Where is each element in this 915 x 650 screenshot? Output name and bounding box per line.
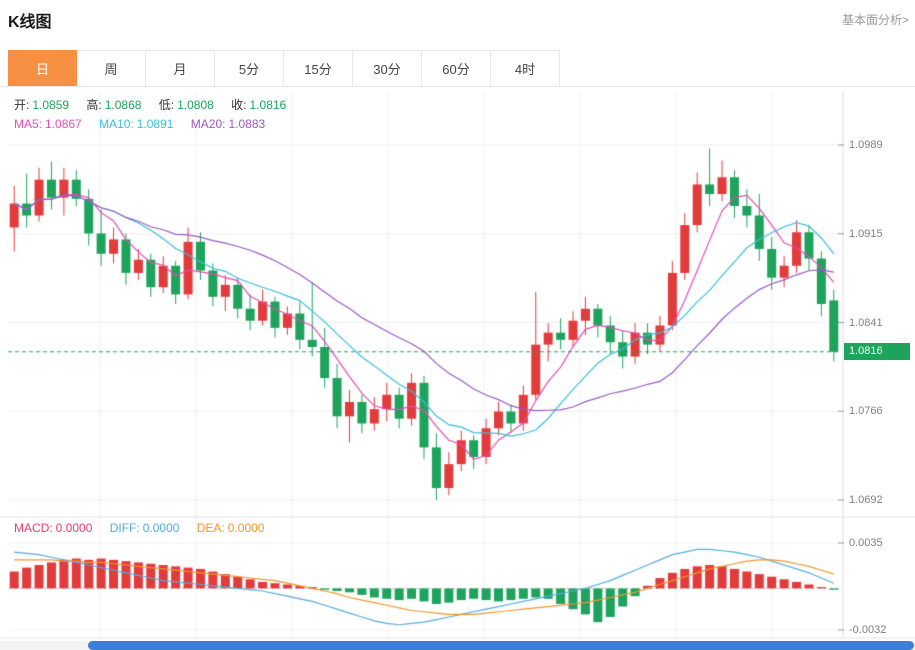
diff-label: DIFF:	[109, 521, 140, 535]
y-axis-label: 1.0692	[849, 494, 883, 506]
low-label: 低:	[158, 98, 175, 112]
macd-value-legend: MACD: 0.0000	[14, 521, 92, 535]
ma10-value: 1.0891	[136, 117, 174, 131]
ma20-label: MA20:	[190, 117, 226, 131]
close-value: 1.0816	[249, 98, 287, 112]
high-label: 高:	[86, 98, 102, 112]
high-value: 1.0868	[104, 98, 142, 112]
y-axis-label: 1.0989	[849, 139, 883, 151]
y-axis-label: 1.0841	[849, 316, 883, 329]
macd-value: 0.0000	[55, 521, 93, 535]
interval-tabs: 日 周 月 5分 15分 30分 60分 4时	[8, 50, 560, 87]
open-value: 1.0859	[32, 98, 70, 112]
ma5-label: MA5:	[14, 117, 43, 131]
macd-legend: MACD: 0.0000 DIFF: 0.0000 DEA: 0.0000	[14, 521, 278, 535]
ohlc-legend: 开: 1.0859 高: 1.0868 低: 1.0808 收: 1.0816	[14, 96, 300, 113]
macd-axis-label-top: 0.0035	[849, 536, 883, 549]
tabs-divider	[0, 86, 915, 87]
ohlc-high: 高: 1.0868	[86, 98, 141, 112]
dea-value-legend: DEA: 0.0000	[197, 521, 265, 535]
fundamental-analysis-link[interactable]: 基本面分析>	[841, 13, 909, 27]
dea-value: 0.0000	[227, 521, 265, 535]
ma5-legend: MA5: 1.0867	[14, 117, 82, 131]
ma20-value: 1.0883	[228, 117, 266, 131]
tab-15min[interactable]: 15分	[284, 50, 353, 87]
tab-5min[interactable]: 5分	[215, 50, 284, 87]
tab-month[interactable]: 月	[146, 50, 215, 87]
ohlc-low: 低: 1.0808	[159, 98, 214, 112]
y-axis-label: 1.0915	[849, 227, 883, 240]
close-label: 收:	[231, 98, 247, 112]
ma10-legend: MA10: 1.0891	[99, 117, 173, 131]
open-label: 开:	[14, 98, 30, 112]
tab-week[interactable]: 周	[77, 50, 146, 87]
chart-scrollbar-thumb[interactable]	[88, 641, 914, 650]
tab-60min[interactable]: 60分	[422, 50, 491, 87]
ma5-value: 1.0867	[45, 117, 82, 131]
tab-day[interactable]: 日	[8, 50, 77, 87]
ma20-legend: MA20: 1.0883	[191, 117, 265, 131]
macd-axis-label-bottom: -0.0032	[849, 623, 887, 636]
macd-label: MACD:	[14, 521, 53, 535]
tab-30min[interactable]: 30分	[353, 50, 422, 87]
diff-value: 0.0000	[142, 521, 180, 535]
page-title: K线图	[8, 14, 52, 31]
dea-label: DEA:	[196, 521, 225, 535]
ohlc-close: 收: 1.0816	[231, 98, 286, 112]
ma10-label: MA10:	[99, 117, 134, 131]
ma-legend: MA5: 1.0867 MA10: 1.0891 MA20: 1.0883	[14, 117, 279, 131]
current-price-badge: 1.0816	[844, 343, 910, 361]
tab-4hour[interactable]: 4时	[491, 50, 560, 87]
ohlc-open: 开: 1.0859	[14, 98, 69, 112]
diff-value-legend: DIFF: 0.0000	[110, 521, 180, 535]
y-axis-label: 1.0766	[849, 405, 883, 418]
low-value: 1.0808	[177, 98, 214, 112]
